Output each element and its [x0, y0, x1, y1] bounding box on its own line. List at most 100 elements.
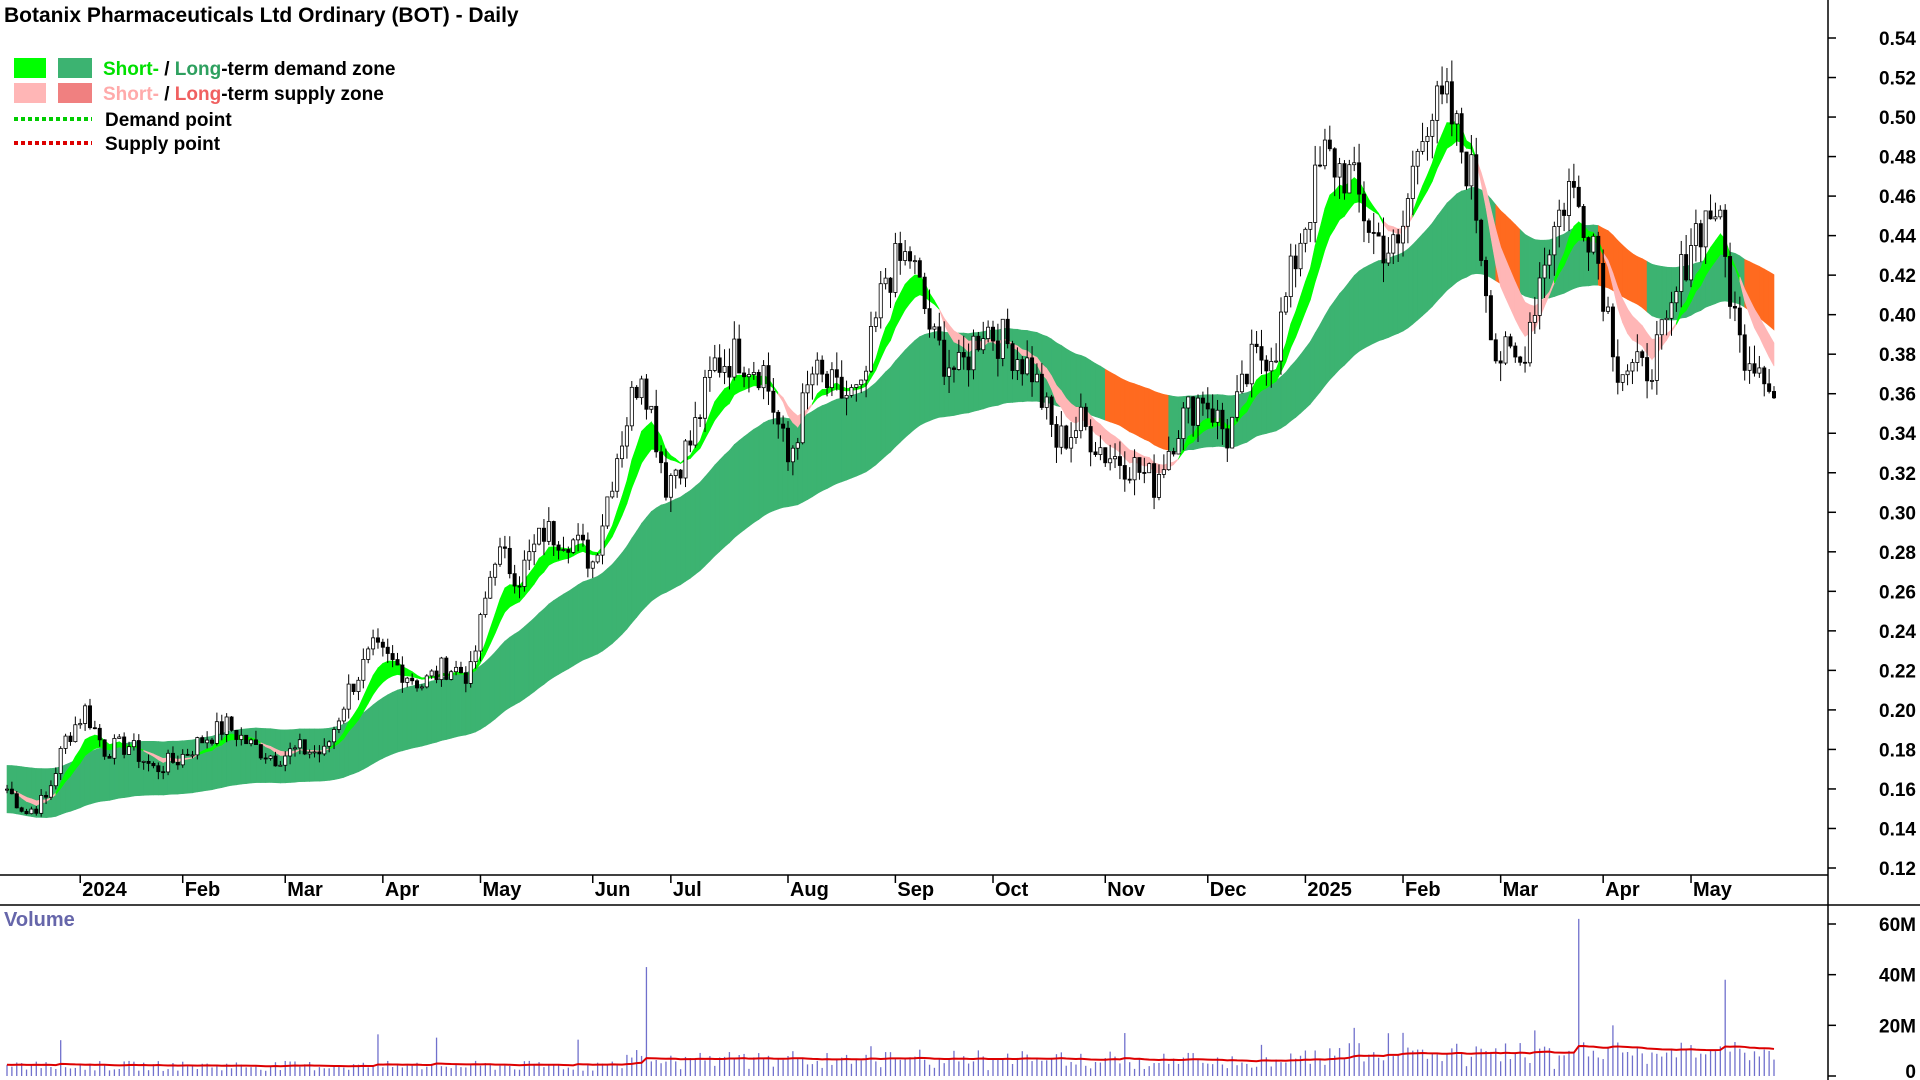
candle-body	[14, 793, 19, 809]
legend-supply-zone-text: Short- / Long-term supply zone	[103, 84, 384, 105]
candle-body	[1401, 225, 1406, 244]
candle-body	[527, 551, 532, 561]
candle-body	[1674, 291, 1679, 304]
price-axis-ticks: 0.54 0.52 0.50 0.48 0.46 0.44 0.42 0.40 0.38 0.36…	[1828, 29, 1916, 880]
volume-tick-label: 20M	[1879, 1016, 1916, 1037]
candle-body	[146, 760, 151, 764]
long-term-zone-segment	[1168, 394, 1174, 452]
candle-body	[292, 747, 297, 750]
long-term-zone-segment	[1163, 394, 1170, 451]
candle-body	[1235, 391, 1240, 418]
candle-body	[717, 357, 722, 373]
long-term-zone-segment	[792, 418, 799, 507]
candle-body	[1322, 139, 1327, 167]
price-tick-label: 0.28	[1879, 543, 1916, 564]
candle-body	[551, 521, 556, 546]
long-term-zone-segment	[1363, 264, 1370, 349]
candle-body	[249, 739, 254, 745]
candle-body	[727, 366, 732, 378]
candle-body	[1200, 397, 1205, 404]
candle-body	[1513, 345, 1518, 358]
long-term-zone-segment	[1339, 287, 1345, 371]
candle-body	[629, 386, 634, 427]
candle-body	[1537, 277, 1542, 316]
candle-body	[927, 308, 932, 330]
long-term-zone-segment	[875, 376, 882, 466]
candle-body	[78, 723, 83, 726]
long-term-zone-segment	[572, 584, 579, 667]
long-term-zone-segment	[646, 510, 652, 607]
long-term-zone-segment	[299, 728, 306, 782]
long-term-zone-segment	[1456, 190, 1462, 283]
candle-body	[1152, 463, 1157, 498]
long-term-zone-segment	[1651, 263, 1658, 319]
candle-body	[829, 369, 834, 389]
legend-long-demand-swatch	[58, 58, 92, 78]
long-term-zone-segment	[773, 417, 779, 512]
candle-body	[439, 657, 444, 680]
price-tick-label: 0.26	[1879, 582, 1916, 603]
short-term-zone-segment	[387, 660, 393, 679]
long-term-zone-segment	[1144, 386, 1150, 442]
candle-body	[600, 525, 605, 556]
candle-body	[283, 755, 288, 766]
candle-body	[127, 746, 132, 755]
candle-body	[361, 659, 366, 681]
short-term-zone-segment	[84, 736, 91, 757]
candle-body	[785, 427, 790, 463]
legend-short-supply-swatch	[14, 83, 46, 103]
long-term-zone-segment	[1075, 353, 1082, 413]
candle-body	[1444, 81, 1449, 95]
candle-body	[951, 367, 956, 370]
candle-body	[742, 372, 747, 378]
candle-body	[1005, 318, 1010, 345]
long-term-zone-segment	[543, 603, 550, 685]
long-term-zone-segment	[441, 676, 447, 741]
legend-demand-zone-text: Short- / Long-term demand zone	[103, 59, 395, 80]
candle-body	[1034, 373, 1039, 383]
candle-body	[849, 387, 854, 396]
candle-body	[903, 251, 908, 261]
candle-body	[48, 785, 53, 798]
candle-body	[1137, 457, 1142, 473]
candle-body	[244, 734, 249, 745]
long-term-zone-segment	[1388, 255, 1394, 339]
candle-body	[1654, 334, 1659, 381]
short-term-zone-segment	[738, 374, 745, 393]
candle-body	[1293, 255, 1298, 270]
long-term-zone-segment	[1378, 259, 1384, 342]
candle-body	[1415, 150, 1420, 167]
long-term-zone-segment	[1402, 248, 1409, 332]
long-term-zone-segment	[358, 712, 364, 773]
long-term-zone-segment	[250, 727, 257, 784]
candle-body	[385, 646, 390, 654]
long-term-zone-segment	[592, 575, 598, 657]
legend-short-demand-swatch	[14, 58, 46, 78]
short-term-zone-segment	[504, 584, 511, 613]
date-tick-label: Sep	[897, 879, 934, 901]
long-term-zone-segment	[836, 397, 842, 484]
legend-demand-separator: /	[159, 59, 175, 80]
candle-body	[73, 724, 78, 743]
long-term-zone-segment	[1148, 388, 1155, 446]
candle-body	[1523, 361, 1528, 364]
candle-body	[1737, 307, 1742, 336]
candle-body	[170, 752, 175, 763]
candle-body	[1742, 334, 1747, 371]
candle-body	[39, 795, 44, 814]
price-tick-label: 0.22	[1879, 661, 1916, 682]
long-term-zone-segment	[748, 428, 755, 527]
price-tick-label: 0.36	[1879, 385, 1916, 406]
candle-body	[434, 670, 439, 680]
long-term-zone-segment	[1319, 315, 1326, 394]
long-term-zone-segment	[323, 727, 330, 782]
long-term-zone-segment	[1422, 228, 1428, 317]
candle-body	[502, 546, 507, 549]
short-term-zone-segment	[309, 750, 315, 752]
candle-body	[873, 317, 878, 327]
candle-body	[1259, 346, 1264, 361]
short-term-zone-segment	[548, 546, 554, 566]
candle-body	[380, 641, 385, 648]
candle-body	[908, 251, 913, 262]
candle-body	[1713, 216, 1718, 220]
